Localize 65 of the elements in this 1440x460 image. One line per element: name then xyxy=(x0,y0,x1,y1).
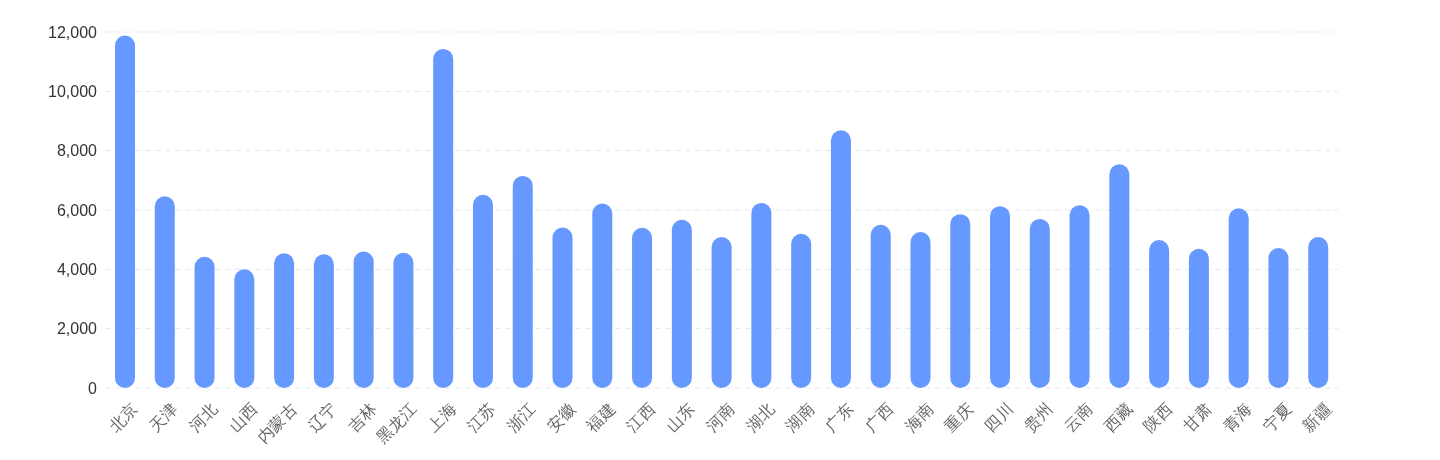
x-tick-label: 甘肃 xyxy=(1180,400,1215,435)
bar xyxy=(1308,237,1329,388)
bar xyxy=(393,252,414,388)
bar xyxy=(1029,218,1050,388)
x-tick-label: 北京 xyxy=(106,400,141,435)
x-tick-label: 浙江 xyxy=(504,400,539,435)
x-tick-label: 江西 xyxy=(623,400,658,435)
x-tick-label: 山东 xyxy=(663,400,698,435)
bar xyxy=(472,194,493,388)
x-tick-label: 安徽 xyxy=(543,400,579,435)
bar xyxy=(870,224,891,388)
bar xyxy=(830,130,851,388)
bar xyxy=(910,231,931,388)
x-tick-label: 河南 xyxy=(702,400,738,435)
bar xyxy=(1268,247,1289,388)
bar xyxy=(791,233,812,388)
bar xyxy=(194,256,215,388)
x-tick-label: 天津 xyxy=(146,400,181,435)
y-tick-label: 8,000 xyxy=(56,142,98,160)
x-tick-label: 福建 xyxy=(583,400,619,435)
x-tick-label: 西藏 xyxy=(1100,400,1136,435)
x-tick-label: 贵州 xyxy=(1021,400,1056,435)
bar xyxy=(1228,208,1249,388)
y-tick-label: 12,000 xyxy=(48,23,98,41)
x-tick-label: 辽宁 xyxy=(305,400,340,435)
bar xyxy=(353,251,374,388)
y-tick-label: 6,000 xyxy=(56,201,98,219)
y-tick-label: 4,000 xyxy=(56,261,98,279)
y-tick-label: 10,000 xyxy=(48,83,98,101)
x-tick-label: 云南 xyxy=(1060,400,1096,435)
bar xyxy=(1188,248,1209,388)
bar xyxy=(552,227,573,388)
bar xyxy=(234,269,255,388)
bar xyxy=(1109,164,1130,388)
x-tick-label: 四川 xyxy=(981,400,1016,435)
bar xyxy=(632,227,653,388)
x-tick-label: 江苏 xyxy=(464,400,499,435)
x-tick-label: 重庆 xyxy=(941,400,977,435)
bar xyxy=(711,237,732,388)
bar xyxy=(115,35,135,388)
bar xyxy=(751,202,772,388)
x-tick-label: 海南 xyxy=(901,400,937,435)
bar xyxy=(1149,239,1170,388)
bar xyxy=(990,206,1011,388)
x-tick-label: 陕西 xyxy=(1140,400,1176,435)
x-tick-label: 湖北 xyxy=(742,400,778,435)
x-tick-label: 新疆 xyxy=(1299,400,1335,435)
x-tick-label: 上海 xyxy=(424,400,460,435)
bar xyxy=(154,196,175,388)
x-tick-label: 湖南 xyxy=(782,400,818,435)
bar xyxy=(671,219,692,388)
x-tick-label: 宁夏 xyxy=(1259,400,1295,435)
y-tick-label: 2,000 xyxy=(56,320,98,338)
bar xyxy=(313,254,334,388)
x-tick-label: 河北 xyxy=(185,400,221,435)
y-tick-label: 0 xyxy=(88,379,98,397)
x-tick-label: 广东 xyxy=(822,400,857,435)
bar xyxy=(512,175,533,388)
x-tick-label: 广西 xyxy=(861,400,897,435)
bar xyxy=(950,214,971,388)
bar xyxy=(592,203,613,388)
bar xyxy=(433,48,454,388)
bar xyxy=(274,253,295,388)
x-tick-label: 青海 xyxy=(1219,400,1255,435)
bar xyxy=(1069,205,1090,388)
